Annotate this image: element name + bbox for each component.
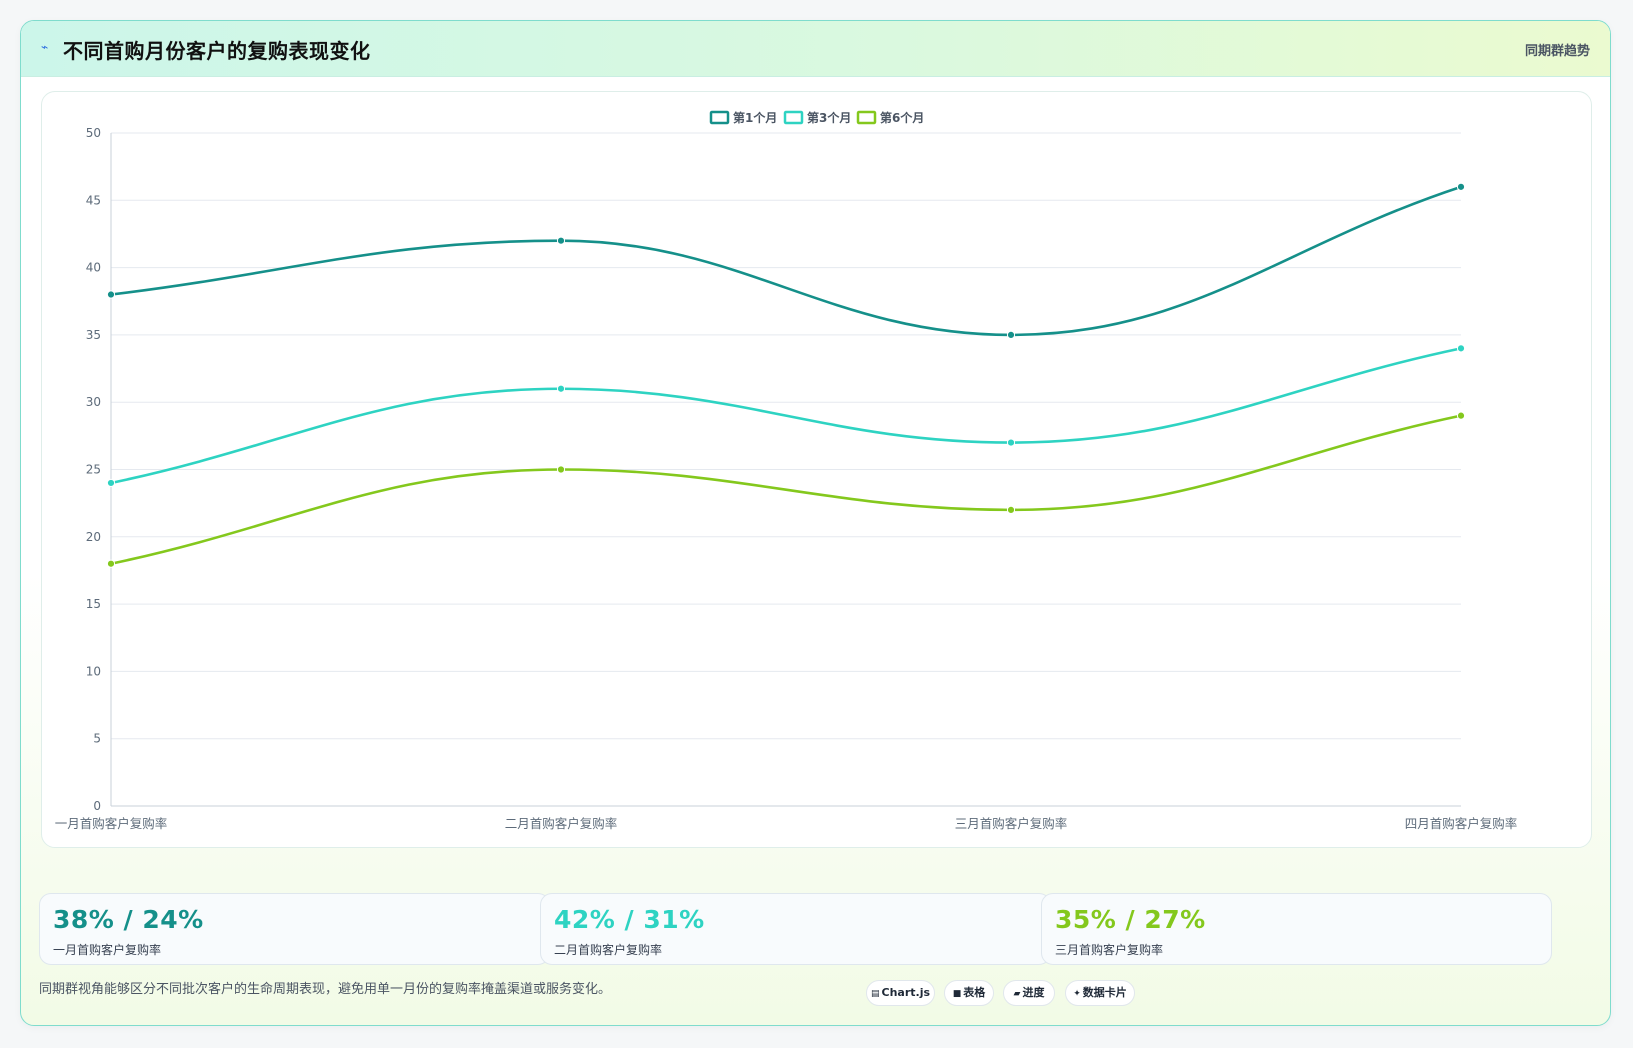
chip-label: 进度	[1022, 986, 1045, 999]
stat-card-jan: 38% / 24% 一月首购客户复购率	[39, 893, 550, 965]
chart-panel: 0 5 10 15 20 25 30 35 40 45 50 一月首购客户复购率 二月首购客户复购率 三月…	[41, 91, 1592, 848]
x-tick-label: 二月首购客户复购率	[505, 816, 618, 831]
legend-swatch	[856, 110, 877, 125]
line-chart: 0 5 10 15 20 25 30 35 40 45 50 一月首购客户复购率 二月首购客户复购率 三月…	[55, 110, 1518, 831]
data-point	[556, 236, 566, 245]
data-point	[1456, 182, 1466, 191]
x-tick-label: 一月首购客户复购率	[55, 816, 168, 831]
y-tick-label: 40	[86, 261, 101, 275]
stat-value: 42% / 31%	[554, 905, 705, 934]
card-header: ⌁ 不同首购月份客户的复购表现变化 同期群趋势	[21, 21, 1610, 77]
y-tick-label: 0	[93, 799, 101, 813]
chip-progress[interactable]: ▰ 进度	[1003, 980, 1055, 1006]
table-icon: ■	[952, 989, 962, 999]
data-point	[1006, 438, 1016, 447]
chip-chartjs[interactable]: ▤ Chart.js	[866, 980, 935, 1006]
chip-data-card[interactable]: ✦ 数据卡片	[1065, 980, 1135, 1006]
data-point	[1006, 505, 1016, 514]
chart-icon: ▤	[870, 989, 880, 999]
trend-icon: ⌁	[41, 40, 49, 54]
y-tick-label: 35	[86, 328, 101, 342]
x-tick-label: 三月首购客户复购率	[955, 816, 1068, 831]
legend-swatch	[783, 110, 804, 125]
series-line	[109, 414, 1463, 566]
chip-table[interactable]: ■ 表格	[944, 980, 994, 1006]
chip-label: 数据卡片	[1082, 986, 1127, 999]
data-point	[1456, 344, 1466, 353]
y-tick-label: 10	[86, 664, 101, 678]
legend-label: 第6个月	[880, 110, 924, 125]
stat-label: 一月首购客户复购率	[53, 943, 162, 957]
stat-card-feb: 42% / 31% 二月首购客户复购率	[540, 893, 1051, 965]
y-tick-label: 50	[86, 126, 101, 140]
data-point	[106, 559, 116, 568]
data-point	[556, 465, 566, 474]
stat-card-mar: 35% / 27% 三月首购客户复购率	[1041, 893, 1552, 965]
legend-label: 第1个月	[733, 110, 777, 125]
chip-label: Chart.js	[881, 986, 931, 999]
progress-icon: ▰	[1013, 989, 1021, 999]
legend-swatch	[709, 110, 730, 125]
header-tag: 同期群趋势	[1524, 44, 1590, 59]
data-point	[106, 478, 116, 488]
sparkle-icon: ✦	[1073, 989, 1081, 999]
y-tick-label: 45	[86, 193, 101, 207]
y-tick-label: 5	[93, 732, 101, 746]
series-line	[109, 347, 1463, 485]
legend-label: 第3个月	[807, 110, 851, 125]
data-point	[1006, 330, 1016, 339]
data-point	[1456, 411, 1466, 420]
card-title: 不同首购月份客户的复购表现变化	[63, 39, 371, 63]
footer-note: 同期群视角能够区分不同批次客户的生命周期表现，避免用单一月份的复购率掩盖渠道或服…	[39, 982, 612, 997]
data-point	[556, 384, 566, 393]
series-line	[109, 185, 1463, 337]
stat-value: 38% / 24%	[53, 905, 204, 934]
x-tick-label: 四月首购客户复购率	[1405, 816, 1518, 831]
stat-label: 二月首购客户复购率	[554, 943, 663, 957]
cohort-card: ⌁ 不同首购月份客户的复购表现变化 同期群趋势 0 5 10 15 20 25 30 35 40…	[20, 20, 1611, 1026]
data-point	[106, 290, 116, 299]
y-tick-label: 20	[86, 530, 101, 544]
stat-value: 35% / 27%	[1055, 905, 1206, 934]
chip-label: 表格	[963, 986, 986, 999]
y-tick-label: 15	[86, 597, 101, 611]
y-tick-label: 25	[86, 463, 101, 477]
y-tick-label: 30	[86, 395, 101, 409]
stat-label: 三月首购客户复购率	[1055, 943, 1164, 957]
